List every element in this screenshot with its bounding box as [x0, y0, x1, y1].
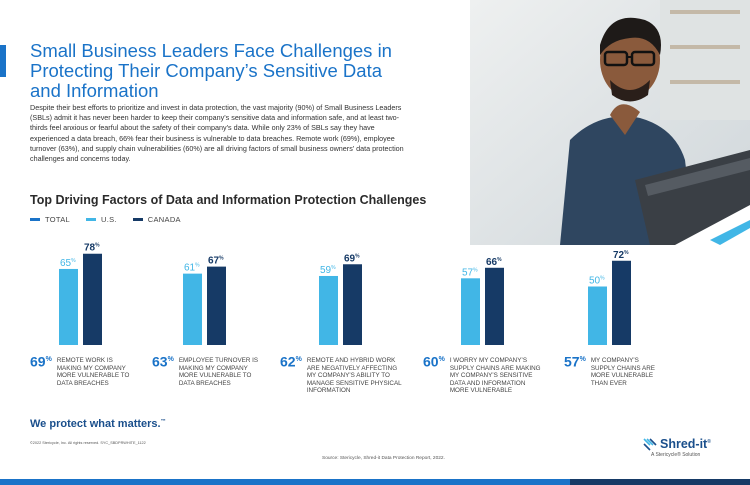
bar-label-us-4: 57%: [462, 267, 478, 278]
factor-label: I WORRY MY COMPANY’S SUPPLY CHAINS ARE M…: [449, 357, 541, 395]
bar-canada-4: [485, 267, 504, 345]
factor-total-value: 63: [152, 353, 168, 370]
copyright: ©2022 Stericycle, Inc. All rights reserv…: [30, 441, 146, 445]
factor-total-unit: %: [45, 356, 52, 363]
factor-total-value: 57: [564, 353, 580, 370]
factor-total-value: 69: [30, 353, 46, 370]
legend-label-canada: CANADA: [147, 215, 181, 224]
factor-total-unit: %: [295, 356, 302, 363]
bar-us-4: [461, 278, 480, 345]
bar-canada-1: [83, 253, 102, 345]
bar-label-canada-3: 69%: [344, 253, 360, 264]
factor-total: 57%: [564, 352, 586, 370]
bar-label-us-1: 65%: [60, 258, 76, 269]
factor-total-value: 62: [280, 353, 296, 370]
bar-label-us-3: 59%: [320, 265, 336, 276]
logo-word-text: Shred-it: [660, 437, 708, 451]
logo-stripes-icon: [643, 438, 657, 451]
logo-main: Shred-it®: [643, 437, 711, 451]
bar-us-3: [319, 275, 338, 345]
factor-1: 69% REMOTE WORK IS MAKING MY COMPANY MOR…: [30, 352, 137, 387]
factor-4: 60% I WORRY MY COMPANY’S SUPPLY CHAINS A…: [423, 352, 545, 395]
tagline-text: We protect what matters.: [30, 418, 161, 430]
factor-total-unit: %: [579, 356, 586, 363]
chart-legend: TOTAL U.S. CANADA: [30, 215, 181, 224]
bar-chart: 65% 61% 59% 57% 50% 78% 67% 69% 66% 72%: [59, 243, 631, 345]
intro-paragraph: Despite their best efforts to prioritize…: [30, 103, 404, 164]
factor-total: 62%: [280, 352, 302, 370]
source-note: Source: Stericycle, Shred-it Data Protec…: [322, 456, 445, 461]
factor-2: 63% EMPLOYEE TURNOVER IS MAKING MY COMPA…: [152, 352, 259, 387]
factor-total: 60%: [423, 352, 445, 370]
logo-subtitle: A Stericycle® Solution: [651, 452, 701, 458]
tagline-mark: ™: [160, 418, 166, 425]
footer-band-dark: [570, 479, 750, 485]
logo-mark: ®: [707, 438, 711, 445]
chart-title: Top Driving Factors of Data and Informat…: [30, 193, 427, 207]
logo-word: Shred-it®: [660, 437, 711, 451]
hero-photo: [470, 0, 750, 245]
factor-label: MY COMPANY’S SUPPLY CHAINS ARE MORE VULN…: [590, 357, 655, 387]
factor-total-unit: %: [167, 356, 174, 363]
tagline: We protect what matters.™: [30, 418, 166, 430]
factor-label: EMPLOYEE TURNOVER IS MAKING MY COMPANY M…: [178, 357, 259, 387]
legend-swatch-canada: [132, 218, 143, 221]
bar-label-us-5: 50%: [589, 276, 605, 287]
legend-swatch-total: [30, 218, 40, 221]
factor-3: 62% REMOTE AND HYBRID WORK ARE NEGATIVEL…: [280, 352, 402, 395]
bar-canada-5: [612, 260, 631, 345]
factor-total: 63%: [152, 352, 174, 370]
factor-total-value: 60: [423, 353, 439, 370]
factor-total: 69%: [30, 352, 52, 370]
page-title: Small Business Leaders Face Challenges i…: [30, 40, 392, 101]
bar-canada-3: [343, 264, 362, 345]
bar-us-5: [588, 286, 607, 345]
legend-label-total: TOTAL: [45, 215, 70, 224]
legend-label-us: U.S.: [100, 215, 117, 224]
shredit-logo: Shred-it® A Stericycle® Solution: [643, 437, 711, 458]
legend-us: U.S.: [85, 215, 117, 224]
legend-canada: CANADA: [132, 215, 181, 224]
bar-label-canada-1: 78%: [84, 243, 100, 254]
factor-5: 57% MY COMPANY’S SUPPLY CHAINS ARE MORE …: [564, 352, 659, 387]
bar-label-us-2: 61%: [184, 263, 200, 274]
bar-us-2: [183, 273, 202, 345]
accent-bar: [0, 45, 6, 77]
bar-us-1: [59, 268, 78, 345]
legend-swatch-us: [85, 218, 96, 221]
legend-total: TOTAL: [30, 215, 70, 224]
bar-label-canada-4: 66%: [486, 257, 502, 268]
bar-label-canada-2: 67%: [208, 256, 224, 267]
bar-canada-2: [207, 266, 226, 345]
bar-label-canada-5: 72%: [613, 250, 629, 261]
footer-band: [0, 479, 750, 485]
factor-label: REMOTE AND HYBRID WORK ARE NEGATIVELY AF…: [306, 357, 402, 395]
factor-total-unit: %: [438, 356, 445, 363]
factor-label: REMOTE WORK IS MAKING MY COMPANY MORE VU…: [56, 357, 130, 387]
